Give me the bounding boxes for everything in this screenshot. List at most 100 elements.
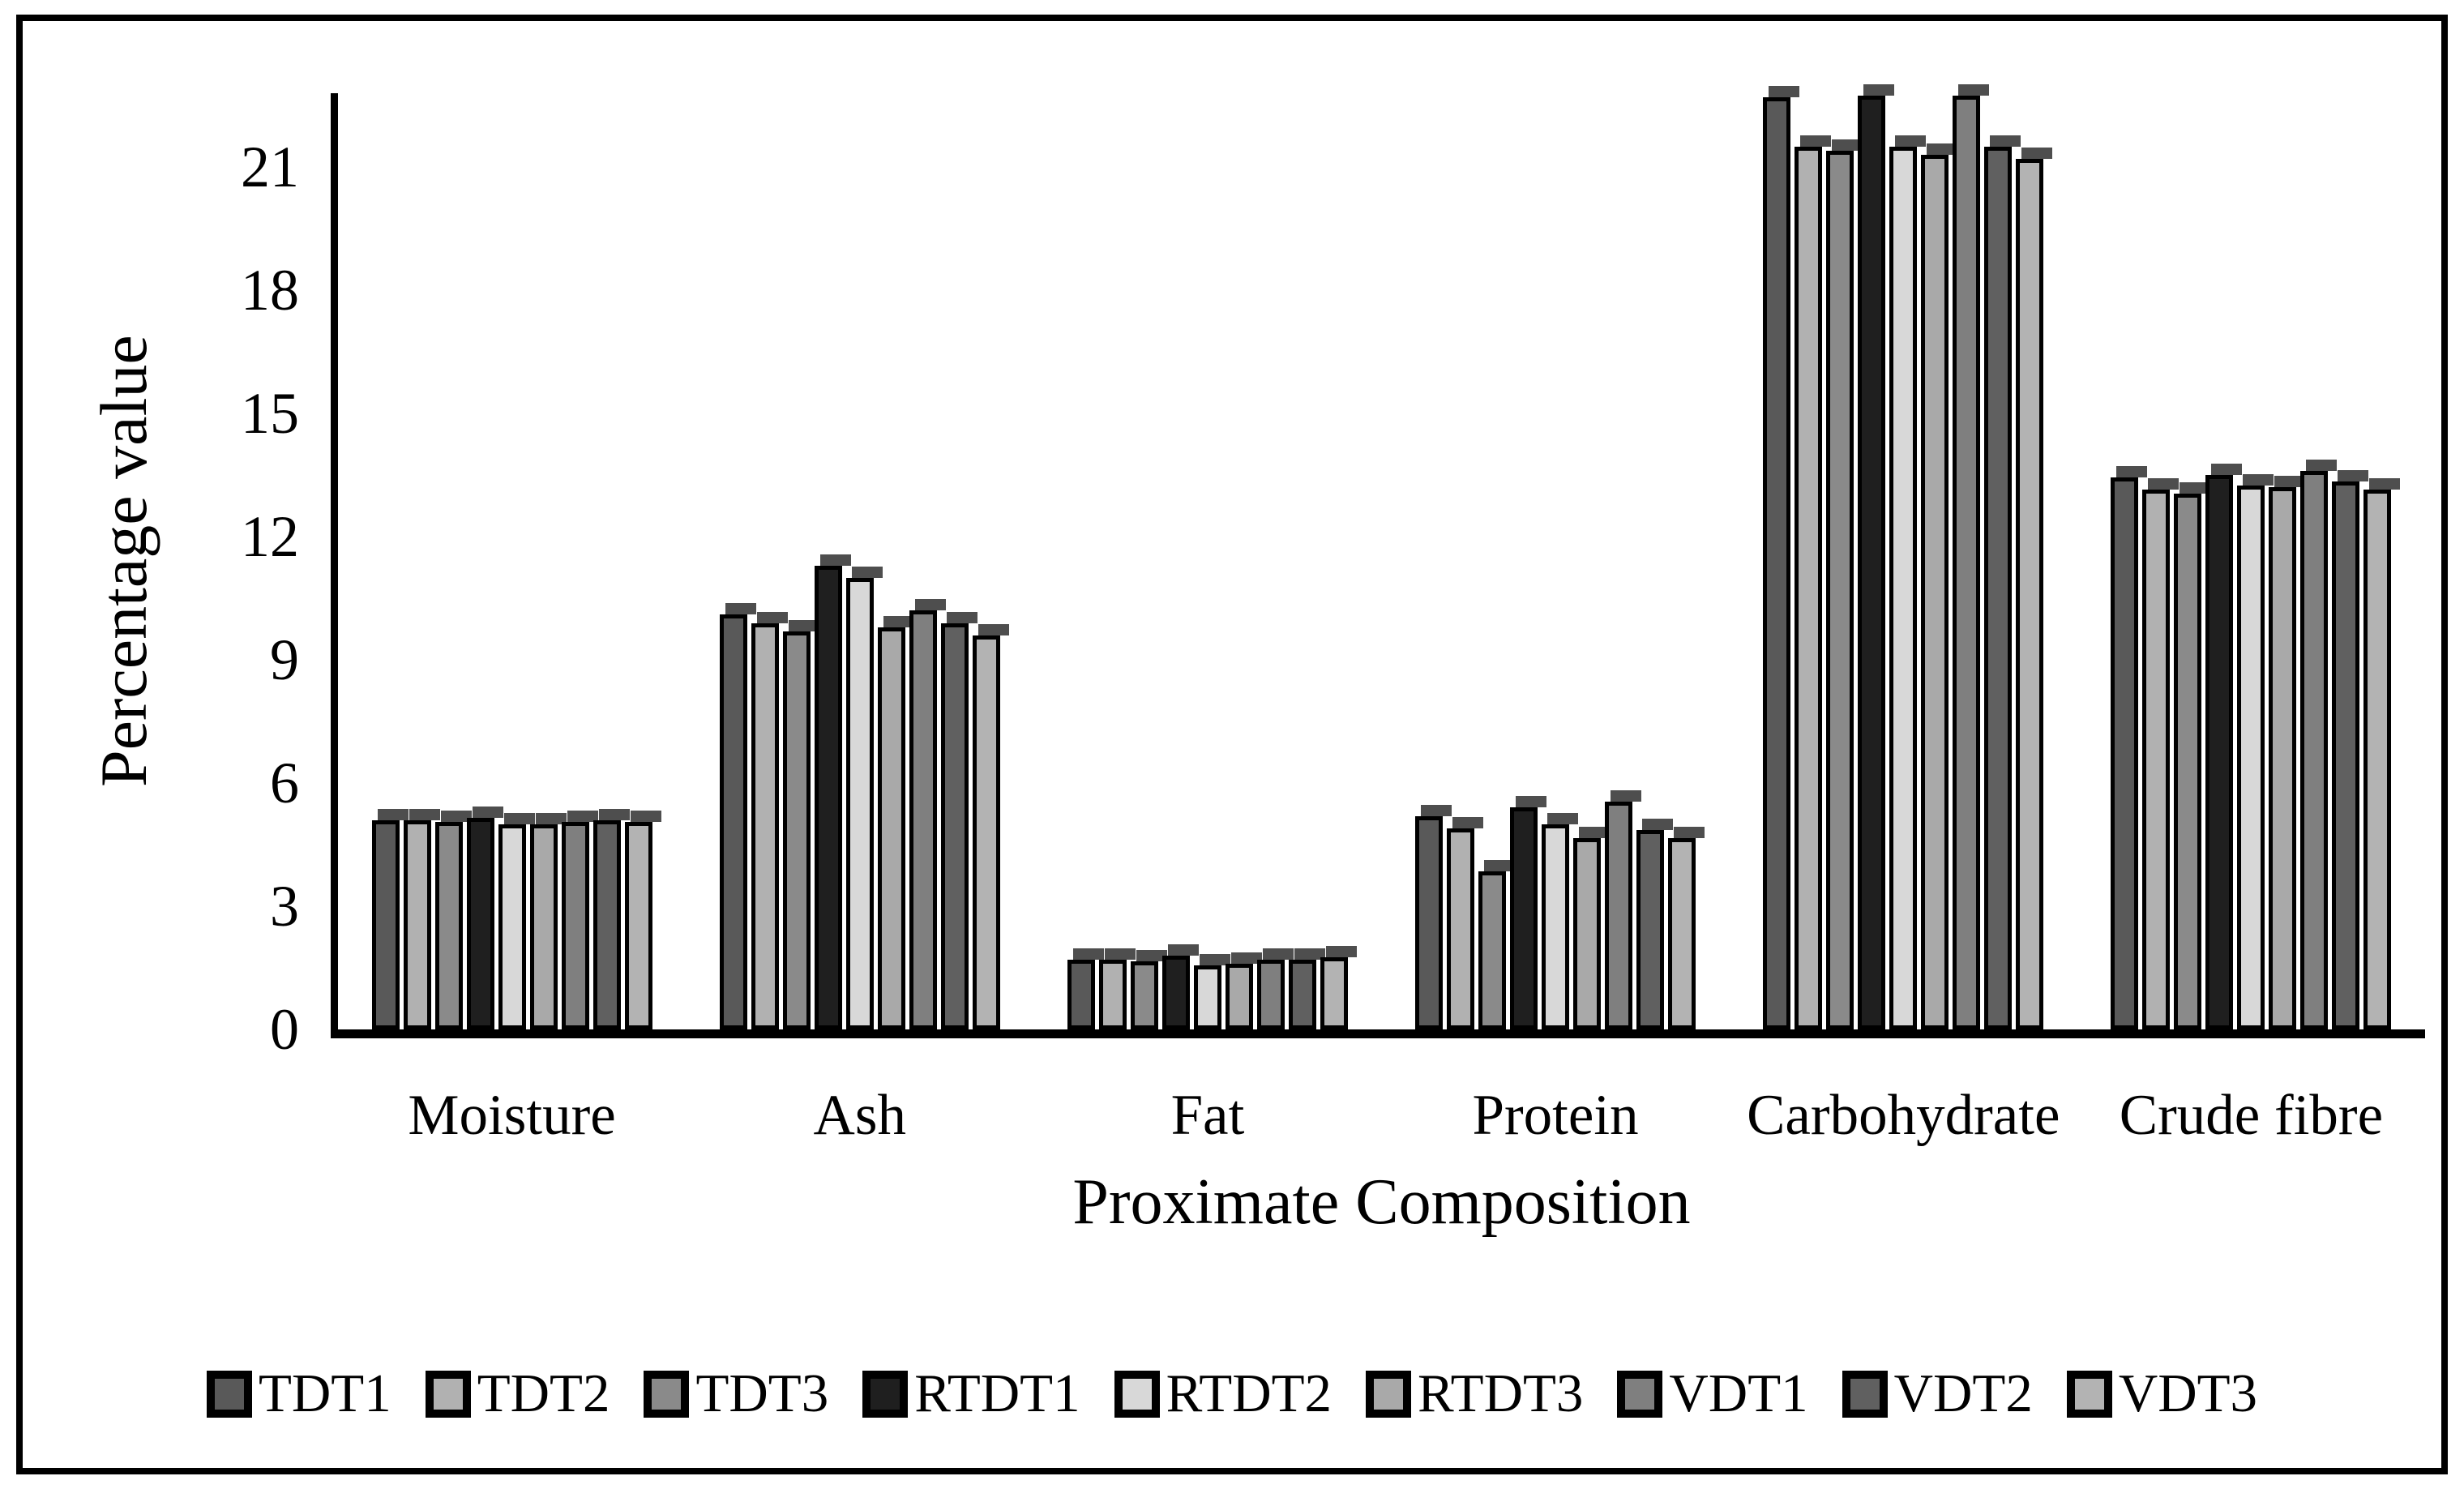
plot-area: 0 3 6 9 12 15 18 21 <box>241 83 2425 1059</box>
bar-RTDT3-crude-fibre <box>2269 476 2306 1029</box>
legend-label-TDT2: TDT2 <box>477 1363 610 1423</box>
bar-VDT1-crude-fibre <box>2300 460 2338 1029</box>
bar-TDT1-fat <box>1067 948 1104 1029</box>
chart-legend: TDT1 TDT2 TDT3 RTDT1 RTDT2 RTDT3 VDT1 VDT2 VDT3 <box>47 1367 2417 1421</box>
bar-TDT2-fat <box>1098 948 1136 1029</box>
legend-swatch-TDT2 <box>425 1370 471 1418</box>
legend-item-VDT2: VDT2 <box>1842 1367 2033 1421</box>
bar-RTDT1-carbohydrate <box>1858 83 1895 1029</box>
figure-border: Percentage value 0 3 6 9 12 15 18 21 Moisture As… <box>16 15 2448 1474</box>
x-category-label-ash: Ash <box>813 1084 906 1147</box>
bar-RTDT2-moisture <box>498 812 535 1029</box>
y-tick-label: 0 <box>270 997 299 1062</box>
bar-TDT2-carbohydrate <box>1795 135 1832 1029</box>
bar-TDT3-crude-fibre <box>2174 481 2211 1029</box>
bar-VDT2-carbohydrate <box>1984 135 2021 1029</box>
bar-TDT2-crude-fibre <box>2142 477 2180 1029</box>
legend-swatch-RTDT2 <box>1114 1370 1160 1418</box>
y-tick-label: 12 <box>241 504 299 570</box>
legend-item-RTDT3: RTDT3 <box>1366 1367 1583 1421</box>
bar-TDT1-crude-fibre <box>2111 465 2148 1029</box>
bar-VDT3-fat <box>1320 946 1357 1029</box>
x-category-label-fat: Fat <box>1170 1084 1245 1147</box>
bar-RTDT3-ash <box>877 615 914 1029</box>
bar-TDT1-ash <box>719 603 756 1029</box>
legend-label-VDT1: VDT1 <box>1669 1363 1808 1423</box>
legend-label-VDT3: VDT3 <box>2118 1363 2258 1423</box>
bar-TDT1-protein <box>1415 804 1452 1029</box>
bar-RTDT3-moisture <box>529 812 567 1029</box>
bar-VDT3-carbohydrate <box>2016 148 2053 1029</box>
bar-TDT3-ash <box>782 619 819 1029</box>
y-tick-label: 6 <box>270 751 299 816</box>
bar-RTDT1-ash <box>814 554 851 1029</box>
bar-TDT2-protein <box>1447 816 1484 1029</box>
legend-label-RTDT2: RTDT2 <box>1166 1363 1333 1423</box>
y-tick-label: 9 <box>270 627 299 693</box>
bar-RTDT1-fat <box>1161 943 1199 1029</box>
x-category-label-protein: Protein <box>1472 1084 1639 1147</box>
bar-VDT3-protein <box>1668 827 1705 1029</box>
y-tick-label: 3 <box>270 874 299 939</box>
bar-VDT1-fat <box>1256 948 1294 1029</box>
legend-label-TDT1: TDT1 <box>258 1363 391 1423</box>
bar-RTDT2-crude-fibre <box>2237 473 2274 1029</box>
legend-label-RTDT3: RTDT3 <box>1418 1363 1584 1423</box>
legend-item-RTDT2: RTDT2 <box>1114 1367 1332 1421</box>
bar-TDT3-moisture <box>434 811 472 1029</box>
bar-TDT3-protein <box>1478 859 1516 1029</box>
bar-RTDT2-ash <box>845 566 883 1029</box>
legend-item-TDT2: TDT2 <box>425 1363 610 1423</box>
legend-swatch-VDT1 <box>1617 1370 1663 1418</box>
bar-group-ash <box>686 93 1033 1029</box>
x-category-label-carbohydrate: Carbohydrate <box>1747 1084 2060 1147</box>
bar-RTDT2-fat <box>1193 954 1230 1029</box>
bar-VDT2-ash <box>940 611 977 1029</box>
bar-VDT3-ash <box>972 623 1009 1029</box>
bar-VDT2-fat <box>1288 948 1325 1029</box>
bar-VDT1-ash <box>909 599 946 1029</box>
bar-VDT2-crude-fibre <box>2332 469 2369 1029</box>
x-category-label-crude-fibre: Crude fibre <box>2119 1084 2384 1147</box>
y-tick-label: 18 <box>241 258 299 323</box>
bar-RTDT3-fat <box>1225 952 1262 1029</box>
bar-TDT2-moisture <box>403 808 440 1029</box>
legend-swatch-TDT3 <box>644 1370 690 1418</box>
legend-swatch-RTDT3 <box>1366 1370 1412 1418</box>
bar-VDT1-carbohydrate <box>1953 83 1990 1029</box>
bar-VDT1-moisture <box>561 811 598 1029</box>
bar-TDT2-ash <box>751 611 788 1029</box>
bar-VDT1-protein <box>1605 789 1642 1029</box>
x-axis-title: Proximate Composition <box>1072 1166 1691 1238</box>
bar-RTDT1-moisture <box>466 807 503 1029</box>
bar-VDT2-moisture <box>592 808 630 1029</box>
legend-label-VDT2: VDT2 <box>1893 1363 2033 1423</box>
bar-group-carbohydrate <box>1730 83 2077 1029</box>
bar-RTDT1-protein <box>1510 796 1547 1029</box>
bar-VDT3-crude-fibre <box>2363 477 2401 1029</box>
y-tick-label: 21 <box>241 135 299 200</box>
legend-label-TDT3: TDT3 <box>695 1363 829 1423</box>
bar-RTDT3-carbohydrate <box>1921 143 1958 1029</box>
x-category-label-moisture: Moisture <box>408 1084 616 1147</box>
legend-item-TDT3: TDT3 <box>644 1367 828 1421</box>
bar-TDT1-carbohydrate <box>1763 86 1800 1029</box>
bar-group-fat <box>1033 93 1381 1029</box>
bar-TDT3-fat <box>1130 950 1167 1029</box>
bar-RTDT3-protein <box>1573 827 1611 1029</box>
legend-item-VDT1: VDT1 <box>1617 1363 1808 1423</box>
bar-group-moisture <box>338 93 686 1029</box>
bar-group-crude-fibre <box>2077 93 2425 1029</box>
bar-group-protein <box>1382 93 1730 1029</box>
bar-TDT3-carbohydrate <box>1826 139 1863 1029</box>
legend-swatch-TDT1 <box>206 1370 252 1418</box>
y-tick-label: 15 <box>241 381 299 447</box>
legend-item-TDT1: TDT1 <box>206 1363 391 1423</box>
legend-swatch-VDT3 <box>2066 1370 2112 1418</box>
bar-TDT1-moisture <box>371 808 409 1029</box>
x-axis-category-labels: Moisture Ash Fat Protein Carbohydrate Crude f… <box>338 1083 2425 1149</box>
bar-VDT2-protein <box>1636 819 1674 1029</box>
legend-item-VDT3: VDT3 <box>2066 1363 2258 1423</box>
bar-RTDT2-carbohydrate <box>1889 135 1927 1029</box>
y-axis-title: Percentage value <box>87 335 160 788</box>
